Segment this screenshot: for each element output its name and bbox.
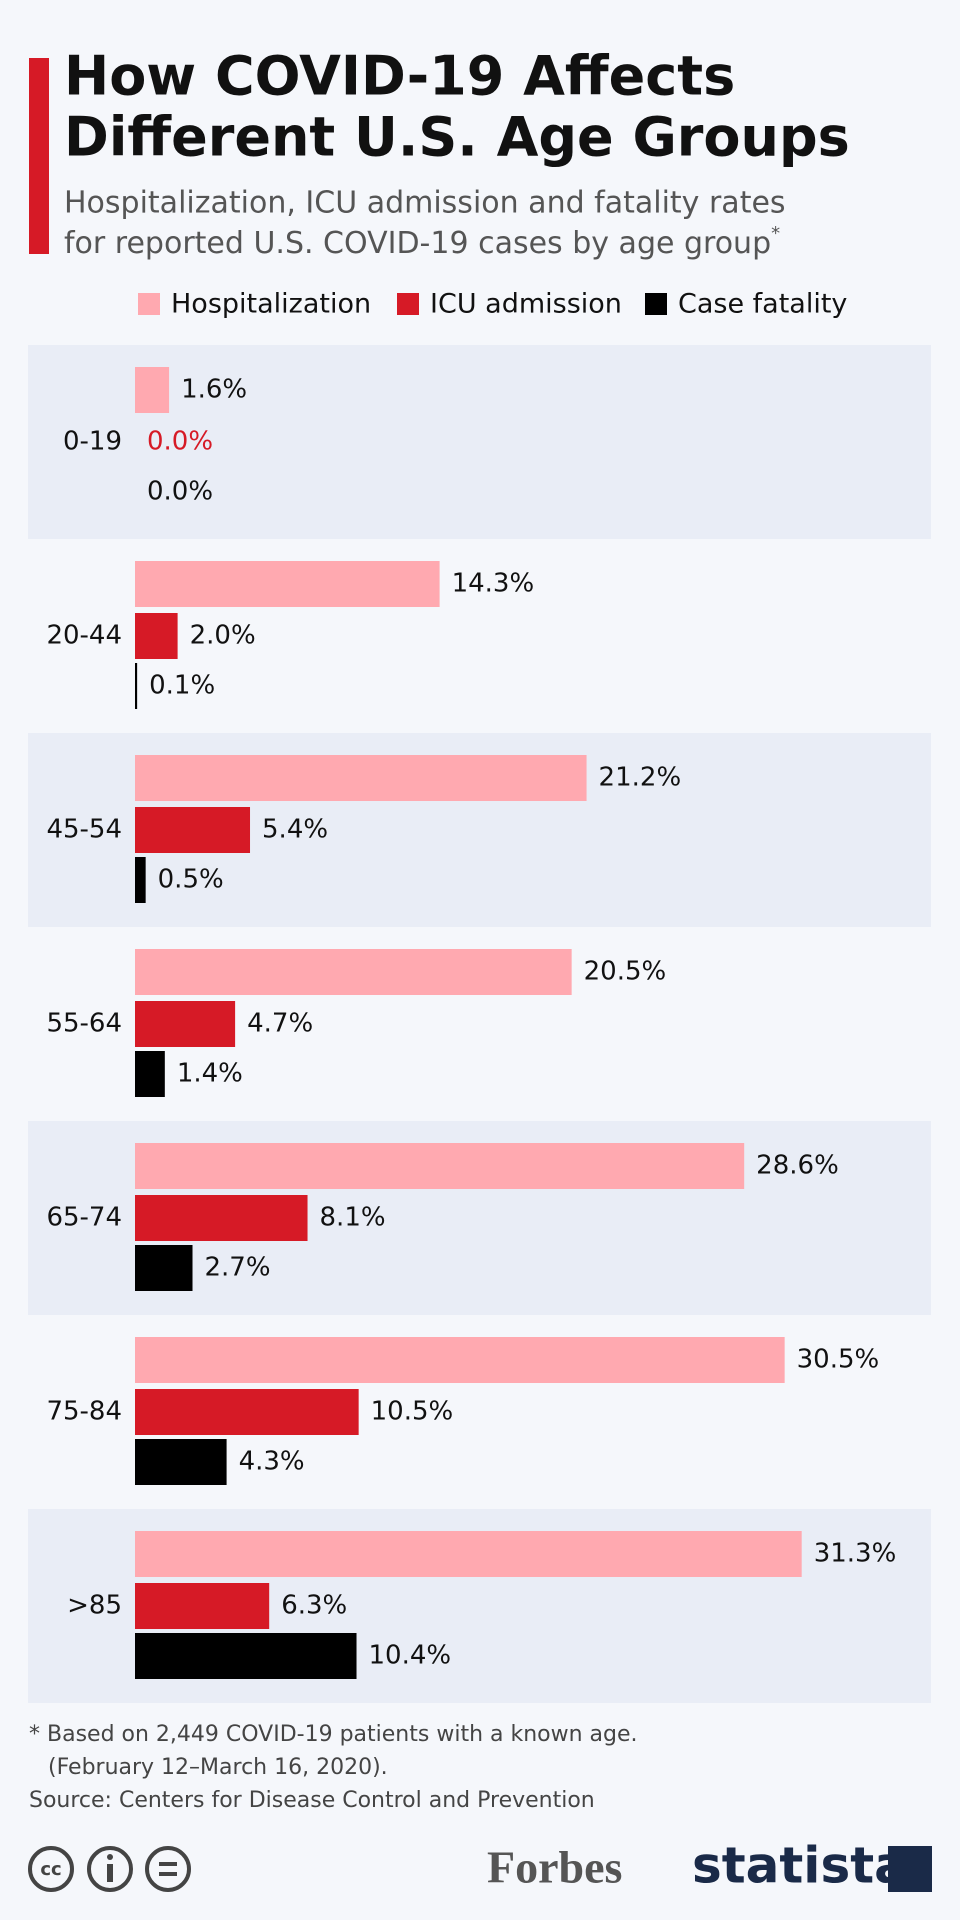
value-label: 20.5% (584, 957, 667, 987)
bar (135, 807, 251, 853)
bar (135, 367, 170, 413)
source: Source: Centers for Disease Control and … (29, 1788, 595, 1813)
value-label: 10.5% (371, 1397, 454, 1427)
cc-icon (28, 1846, 74, 1892)
bar (135, 1337, 785, 1383)
bar (135, 1051, 165, 1097)
bar (135, 1143, 745, 1189)
legend-label: Case fatality (678, 289, 847, 320)
license-icons (28, 1846, 191, 1892)
subtitle-text: for reported U.S. COVID-19 cases by age … (64, 226, 771, 261)
value-label: 21.2% (599, 763, 682, 793)
by-head (107, 1854, 113, 1860)
legend-swatch (397, 293, 419, 315)
bar (135, 1001, 236, 1047)
y-tick-label: 65-74 (46, 1203, 122, 1233)
logo-statista-mark (888, 1846, 932, 1892)
subtitle-mark: * (771, 223, 780, 244)
panel (28, 345, 931, 539)
value-label: 30.5% (797, 1345, 880, 1375)
value-label: 6.3% (281, 1591, 347, 1621)
y-tick-label: 45-54 (46, 815, 122, 845)
logo-forbes: Forbes (487, 1842, 622, 1893)
value-label: 28.6% (756, 1151, 839, 1181)
value-label: 1.4% (177, 1059, 243, 1089)
y-tick-label: 75-84 (46, 1397, 122, 1427)
bar (135, 1531, 802, 1577)
y-tick-label: 20-44 (46, 621, 122, 651)
chart-title: How COVID-19 Affects (64, 45, 735, 108)
chart-subtitle: for reported U.S. COVID-19 cases by age … (64, 223, 780, 261)
legend-swatch (138, 293, 160, 315)
value-label: 0.5% (158, 865, 224, 895)
value-label: 5.4% (262, 815, 328, 845)
value-label: 4.7% (247, 1009, 313, 1039)
value-label: 31.3% (814, 1539, 897, 1569)
value-label: 10.4% (369, 1641, 452, 1671)
bar (135, 1633, 357, 1679)
by-icon (87, 1846, 133, 1892)
bar (135, 1389, 359, 1435)
logo-statista: statista (692, 1837, 908, 1895)
y-tick-label: >85 (67, 1591, 122, 1621)
bar (135, 857, 146, 903)
value-label: 1.6% (181, 375, 247, 405)
title-accent (29, 58, 49, 254)
chart-subtitle: Hospitalization, ICU admission and fatal… (64, 186, 786, 221)
bar (135, 949, 572, 995)
bar (135, 1195, 308, 1241)
value-label: 0.0% (147, 477, 213, 507)
footnote: * Based on 2,449 COVID-19 patients with … (29, 1722, 638, 1747)
cc-text: cc (40, 1859, 61, 1880)
legend-label: Hospitalization (171, 289, 371, 320)
bar (135, 561, 440, 607)
value-label: 4.3% (239, 1447, 305, 1477)
value-label: 2.0% (190, 621, 256, 651)
bar (135, 613, 178, 659)
bar (135, 755, 587, 801)
y-tick-label: 55-64 (46, 1009, 122, 1039)
value-label: 2.7% (205, 1253, 271, 1283)
value-label: 0.1% (149, 671, 215, 701)
value-label: 14.3% (452, 569, 535, 599)
nd-icon (145, 1846, 191, 1892)
legend-swatch (645, 293, 667, 315)
footnote: (February 12–March 16, 2020). (48, 1755, 388, 1780)
plot: Hospitalization ICU admission Case fatalit… (28, 289, 931, 1703)
value-label: 0.0% (147, 427, 213, 457)
bar (135, 1439, 227, 1485)
y-tick-label: 0-19 (63, 427, 122, 457)
chart-title: Different U.S. Age Groups (64, 106, 850, 169)
bar (135, 1245, 193, 1291)
bar (135, 1583, 270, 1629)
legend-label: ICU admission (430, 289, 622, 320)
bar (135, 663, 138, 709)
value-label: 8.1% (320, 1203, 386, 1233)
